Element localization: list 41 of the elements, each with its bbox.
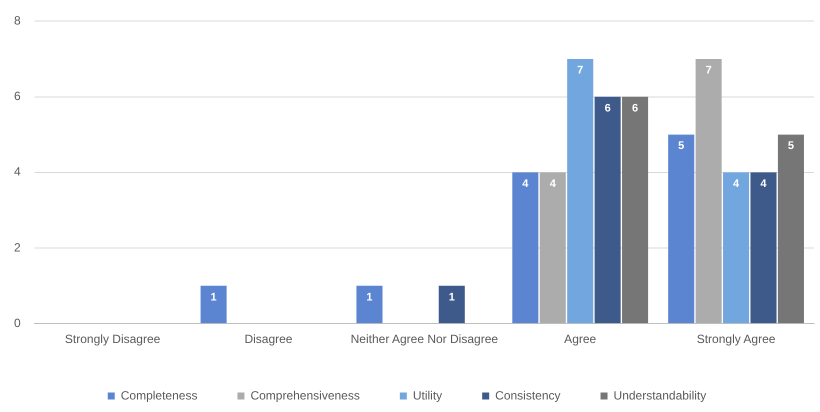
y-tick-label: 8 xyxy=(14,14,21,28)
bar xyxy=(723,172,750,324)
data-label: 1 xyxy=(210,291,217,304)
legend-label: Utility xyxy=(412,388,442,402)
bar xyxy=(567,59,594,324)
bar xyxy=(622,96,648,324)
data-label: 1 xyxy=(448,291,455,304)
data-label: 5 xyxy=(788,140,794,152)
bar xyxy=(512,172,538,324)
x-tick-label: Neither Agree Nor Disagree xyxy=(350,332,498,346)
x-tick-label: Disagree xyxy=(244,332,293,346)
bar xyxy=(696,59,722,324)
bar xyxy=(778,134,804,324)
y-tick-label: 6 xyxy=(14,89,21,104)
y-tick-label: 4 xyxy=(14,164,21,179)
bar xyxy=(356,286,383,324)
data-label: 7 xyxy=(577,64,584,77)
data-label: 4 xyxy=(760,178,768,190)
data-label: 6 xyxy=(604,102,611,114)
data-label: 5 xyxy=(678,140,684,152)
bar xyxy=(200,286,227,324)
legend-label: Consistency xyxy=(495,388,561,402)
x-tick-label: Strongly Disagree xyxy=(64,332,161,346)
legend-label: Understandability xyxy=(614,388,706,402)
data-label: 6 xyxy=(632,102,638,114)
legend-label: Comprehensiveness xyxy=(250,388,360,402)
x-tick-label: Agree xyxy=(564,332,597,346)
bar xyxy=(750,172,777,324)
bar xyxy=(668,134,694,324)
x-tick-label: Strongly Agree xyxy=(696,332,776,346)
data-label: 7 xyxy=(706,64,712,77)
legend-label: Completeness xyxy=(120,388,198,402)
bar xyxy=(438,286,465,324)
data-label: 4 xyxy=(733,178,740,190)
y-tick-label: 2 xyxy=(14,240,21,254)
data-label: 1 xyxy=(366,291,373,304)
data-label: 4 xyxy=(550,178,557,190)
bar xyxy=(594,96,621,324)
bar xyxy=(540,172,566,324)
y-tick-label: 0 xyxy=(14,316,21,330)
data-label: 4 xyxy=(522,178,530,190)
